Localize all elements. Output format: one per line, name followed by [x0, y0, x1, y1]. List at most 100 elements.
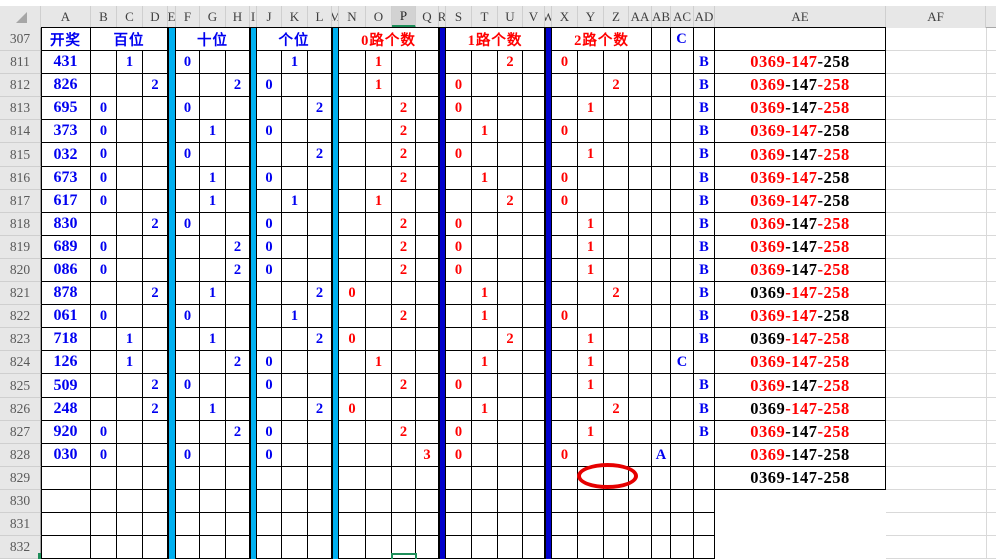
- cell-N-814[interactable]: [339, 120, 366, 143]
- cell-P-814[interactable]: 2: [392, 120, 416, 143]
- cell-K-826[interactable]: [282, 398, 308, 421]
- cell-C-812[interactable]: [117, 74, 143, 97]
- cell-AB-819[interactable]: [652, 236, 671, 259]
- cell-K-811[interactable]: 1: [282, 51, 308, 74]
- cell-L-816[interactable]: [308, 167, 332, 190]
- cell-P-811[interactable]: [392, 51, 416, 74]
- cell-B-812[interactable]: [91, 74, 117, 97]
- column-header-N[interactable]: N: [339, 6, 366, 28]
- cell-G-814[interactable]: 1: [200, 120, 226, 143]
- cell-V-823[interactable]: [523, 328, 545, 351]
- cell-O-827[interactable]: [366, 421, 392, 444]
- cell-Z-826[interactable]: 2: [604, 398, 629, 421]
- column-header-K[interactable]: K: [282, 6, 308, 28]
- cell-AE-819[interactable]: 0369 -147 -258: [715, 236, 886, 259]
- cell-H-816[interactable]: [226, 167, 250, 190]
- cell-Y-811[interactable]: [578, 51, 604, 74]
- cell-Y-821[interactable]: [578, 282, 604, 305]
- cell-K-830[interactable]: [282, 490, 308, 513]
- separator-column-R[interactable]: [439, 28, 446, 559]
- cell-A-818[interactable]: 830: [41, 213, 91, 236]
- cell-G-815[interactable]: [200, 143, 226, 167]
- cell-AC-831[interactable]: [671, 513, 694, 536]
- cell-AC-824[interactable]: C: [671, 351, 694, 374]
- cell-L-824[interactable]: [308, 351, 332, 374]
- cell-Q-816[interactable]: [416, 167, 439, 190]
- cell-AD-811[interactable]: B: [694, 51, 715, 74]
- cell-AC-825[interactable]: [671, 374, 694, 398]
- cell-D-811[interactable]: [143, 51, 168, 74]
- cell-S-824[interactable]: [446, 351, 472, 374]
- cell-O-832[interactable]: [366, 536, 392, 559]
- cell-K-829[interactable]: [282, 467, 308, 490]
- cell-B-830[interactable]: [91, 490, 117, 513]
- cell-N-813[interactable]: [339, 97, 366, 120]
- cell-T-824[interactable]: 1: [472, 351, 498, 374]
- cell-A-823[interactable]: 718: [41, 328, 91, 351]
- cell-Q-821[interactable]: [416, 282, 439, 305]
- cell-Q-820[interactable]: [416, 259, 439, 282]
- cell-V-819[interactable]: [523, 236, 545, 259]
- cell-D-824[interactable]: [143, 351, 168, 374]
- cell-X-816[interactable]: 0: [552, 167, 578, 190]
- cell-V-820[interactable]: [523, 259, 545, 282]
- cell-L-822[interactable]: [308, 305, 332, 328]
- cell-Z-815[interactable]: [604, 143, 629, 167]
- cell-AA-812[interactable]: [629, 74, 652, 97]
- cell-C-831[interactable]: [117, 513, 143, 536]
- cell-G-813[interactable]: [200, 97, 226, 120]
- cell-X-819[interactable]: [552, 236, 578, 259]
- cell-O-819[interactable]: [366, 236, 392, 259]
- cell-Z-819[interactable]: [604, 236, 629, 259]
- cell-AD-831[interactable]: [694, 513, 715, 536]
- cell-F-832[interactable]: [176, 536, 200, 559]
- cell-X-830[interactable]: [552, 490, 578, 513]
- cell-AE-826[interactable]: 0369 -147 -258: [715, 398, 886, 421]
- cell-Q-813[interactable]: [416, 97, 439, 120]
- cell-AD-815[interactable]: B: [694, 143, 715, 167]
- cell-G-832[interactable]: [200, 536, 226, 559]
- cell-AE-811[interactable]: 0369 -147 -258: [715, 51, 886, 74]
- cell-F-826[interactable]: [176, 398, 200, 421]
- cell-T-820[interactable]: [472, 259, 498, 282]
- column-header-E[interactable]: E: [168, 6, 176, 28]
- cell-S-812[interactable]: 0: [446, 74, 472, 97]
- cell-C-821[interactable]: [117, 282, 143, 305]
- cell-Q-830[interactable]: [416, 490, 439, 513]
- cell-P-831[interactable]: [392, 513, 416, 536]
- cell-V-827[interactable]: [523, 421, 545, 444]
- cell-AC-830[interactable]: [671, 490, 694, 513]
- cell-J-828[interactable]: 0: [257, 444, 282, 467]
- column-header-C[interactable]: C: [117, 6, 143, 28]
- cell-U-812[interactable]: [498, 74, 523, 97]
- cell-L-830[interactable]: [308, 490, 332, 513]
- cell-K-819[interactable]: [282, 236, 308, 259]
- cell-AC-819[interactable]: [671, 236, 694, 259]
- cell-A-829[interactable]: [41, 467, 91, 490]
- cell-P-816[interactable]: 2: [392, 167, 416, 190]
- cell-C-826[interactable]: [117, 398, 143, 421]
- cell-B-824[interactable]: [91, 351, 117, 374]
- cell-AD-814[interactable]: B: [694, 120, 715, 143]
- cell-D-814[interactable]: [143, 120, 168, 143]
- cell-N-812[interactable]: [339, 74, 366, 97]
- cell-F-818[interactable]: 0: [176, 213, 200, 236]
- cell-F-828[interactable]: 0: [176, 444, 200, 467]
- cell-AE-827[interactable]: 0369 -147 -258: [715, 421, 886, 444]
- cell-B-829[interactable]: [91, 467, 117, 490]
- cell-C-824[interactable]: 1: [117, 351, 143, 374]
- cell-K-832[interactable]: [282, 536, 308, 559]
- cell-AC-826[interactable]: [671, 398, 694, 421]
- cell-B-813[interactable]: 0: [91, 97, 117, 120]
- cell-N-832[interactable]: [339, 536, 366, 559]
- select-all-button[interactable]: [0, 6, 41, 28]
- cell-Z-822[interactable]: [604, 305, 629, 328]
- cell-O-823[interactable]: [366, 328, 392, 351]
- cell-A-827[interactable]: 920: [41, 421, 91, 444]
- cell-AC-817[interactable]: [671, 190, 694, 213]
- cell-P-821[interactable]: [392, 282, 416, 305]
- cell-D-820[interactable]: [143, 259, 168, 282]
- cell-AA-827[interactable]: [629, 421, 652, 444]
- cell-AE-817[interactable]: 0369 -147 -258: [715, 190, 886, 213]
- cell-Q-822[interactable]: [416, 305, 439, 328]
